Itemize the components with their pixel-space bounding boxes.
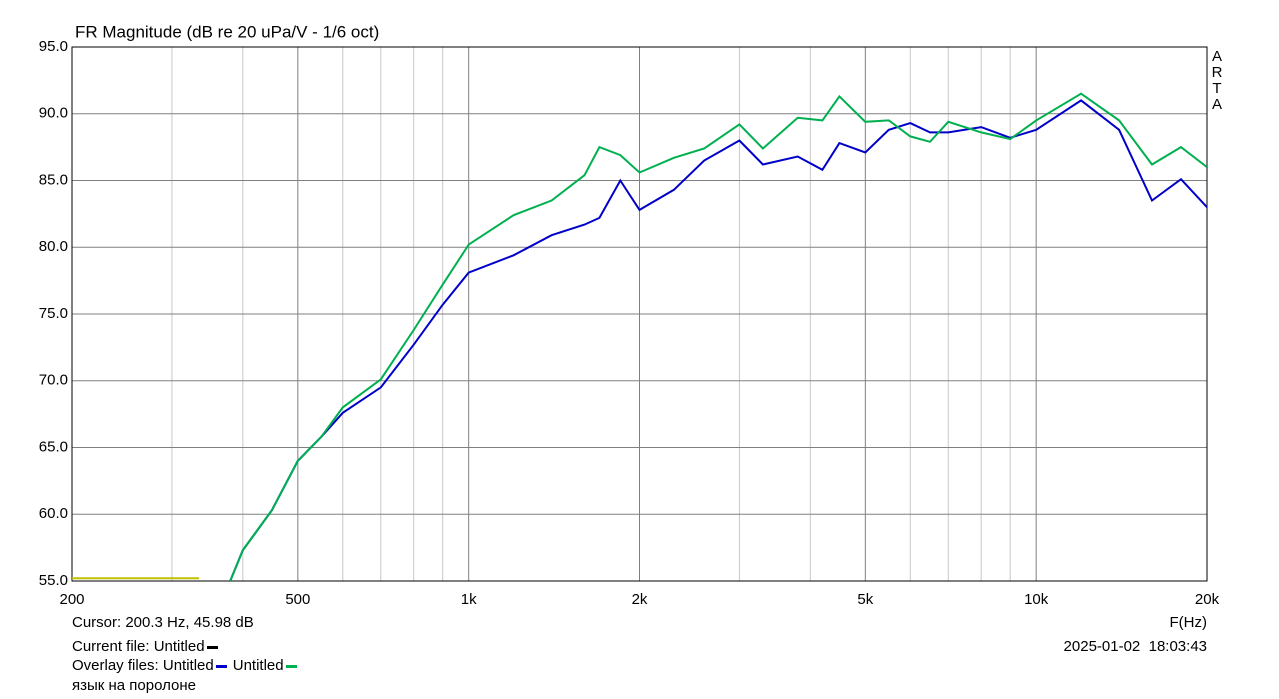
series-line [229,99,1207,581]
series-line [229,92,1207,581]
y-tick-label: 75.0 [39,305,68,322]
plot-frame [71,46,1208,582]
y-tick-label: 80.0 [39,238,68,255]
y-tick-label: 60.0 [39,505,68,522]
x-tick-label: 20k [1195,591,1220,608]
x-tick-label: 2k [632,591,648,608]
current-label: Current file: [72,638,150,655]
y-tick-label: 65.0 [39,438,68,455]
x-tick-label: 500 [285,591,310,608]
note: язык на поролоне [72,677,197,694]
legend-label: Untitled [162,657,214,674]
y-tick-label: 85.0 [39,171,68,188]
current-file: Current file: Untitled [72,638,224,655]
y-tick-label: 55.0 [39,572,68,589]
timestamp: 2025-01-02 18:03:43 [1063,638,1207,655]
legend-label: Untitled [153,638,205,655]
x-tick-label: 10k [1024,591,1049,608]
y-tick-label: 90.0 [39,105,68,122]
legend-swatch [215,664,227,668]
overlay-files: Overlay files: Untitled Untitled [72,657,303,674]
legend-label: Untitled [232,657,284,674]
legend-swatch [206,645,218,649]
overlay-label: Overlay files: [72,657,159,674]
x-tick-label: 1k [461,591,477,608]
cursor-readout: Cursor: 200.3 Hz, 45.98 dB [72,614,254,631]
y-tick-label: 95.0 [39,38,68,55]
x-axis-label: F(Hz) [1169,614,1208,631]
x-tick-label: 200 [59,591,84,608]
y-tick-label: 70.0 [39,372,68,389]
chart-title: FR Magnitude (dB re 20 uPa/V - 1/6 oct) [75,22,379,41]
x-tick-label: 5k [857,591,873,608]
legend-swatch [285,664,297,668]
